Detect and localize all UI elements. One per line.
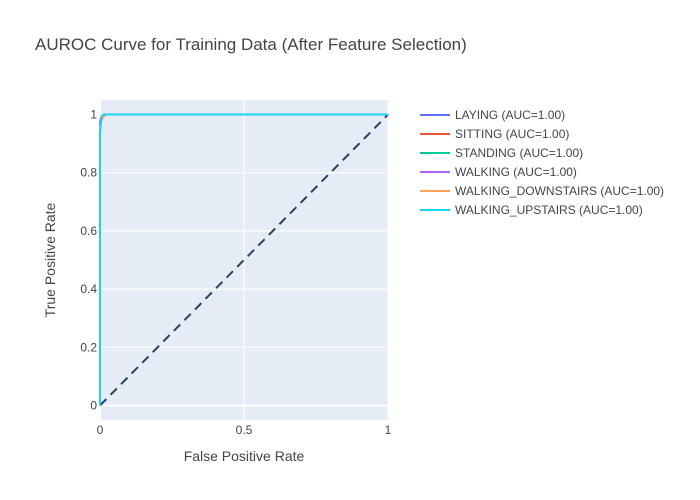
reference-diagonal-line (99, 113, 389, 407)
x-tick-label: 0 (97, 423, 104, 437)
y-tick-label: 0.6 (80, 224, 97, 238)
y-tick-label: 0.4 (80, 282, 97, 296)
y-tick-label: 0.2 (80, 340, 97, 354)
x-tick-label: 1 (385, 423, 392, 437)
y-axis-title: True Positive Rate (42, 202, 58, 317)
legend-item[interactable]: STANDING (AUC=1.00) (420, 146, 583, 160)
chart-title: AUROC Curve for Training Data (After Fea… (35, 35, 467, 54)
legend-item[interactable]: WALKING_UPSTAIRS (AUC=1.00) (420, 203, 643, 217)
legend: LAYING (AUC=1.00) SITTING (AUC=1.00) STAND… (420, 108, 664, 217)
legend-item[interactable]: WALKING (AUC=1.00) (420, 165, 577, 179)
tick-labels: 0 0.5 1 0 0.2 0.4 0.6 0.8 1 (80, 108, 391, 437)
legend-item[interactable]: SITTING (AUC=1.00) (420, 127, 569, 141)
legend-label: LAYING (AUC=1.00) (455, 108, 565, 122)
legend-item[interactable]: LAYING (AUC=1.00) (420, 108, 565, 122)
reference-line-layer (99, 113, 389, 407)
legend-label: STANDING (AUC=1.00) (455, 146, 583, 160)
legend-label: WALKING (AUC=1.00) (455, 165, 577, 179)
y-tick-label: 0 (90, 398, 97, 412)
legend-item[interactable]: WALKING_DOWNSTAIRS (AUC=1.00) (420, 184, 664, 198)
legend-label: SITTING (AUC=1.00) (455, 127, 569, 141)
y-tick-label: 1 (90, 108, 97, 122)
legend-label: WALKING_DOWNSTAIRS (AUC=1.00) (455, 184, 664, 198)
x-tick-label: 0.5 (236, 423, 253, 437)
series-line (99, 113, 388, 406)
legend-label: WALKING_UPSTAIRS (AUC=1.00) (455, 203, 643, 217)
y-tick-label: 0.8 (80, 166, 97, 180)
series-layer (99, 113, 388, 406)
x-axis-title: False Positive Rate (184, 448, 305, 464)
